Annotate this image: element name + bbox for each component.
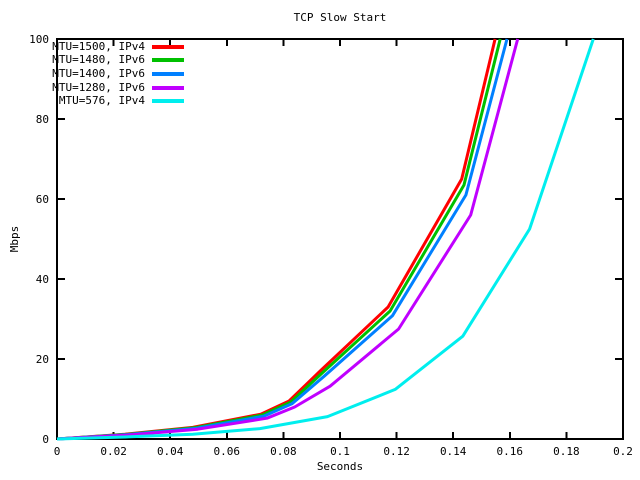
legend-swatch <box>152 44 184 49</box>
x-axis-label: Seconds <box>316 460 364 473</box>
chart-title: TCP Slow Start <box>293 11 387 24</box>
legend-swatch <box>152 85 184 90</box>
x-tick-label: 0.16 <box>497 445 524 458</box>
y-tick-label: 20 <box>36 353 49 366</box>
x-tick-label: 0.12 <box>383 445 410 458</box>
legend-label: MTU=1400, IPv6 <box>52 66 145 80</box>
legend: MTU=1500, IPv4 MTU=1480, IPv6 MTU=1400, IP… <box>50 40 184 108</box>
y-tick-label: 0 <box>42 433 49 446</box>
x-tick-label: 0.08 <box>270 445 297 458</box>
x-tick-label: 0.18 <box>553 445 580 458</box>
legend-label: MTU=1280, IPv6 <box>52 80 145 94</box>
x-tick-label: 0.04 <box>157 445 184 458</box>
legend-swatch <box>152 99 184 104</box>
legend-row: MTU=1400, IPv6 <box>50 67 184 81</box>
y-tick-label: 100 <box>29 33 49 46</box>
legend-row: MTU=1280, IPv6 <box>50 81 184 95</box>
x-tick-label: 0 <box>54 445 61 458</box>
legend-label: MTU=1480, IPv6 <box>52 53 145 67</box>
y-tick-label: 80 <box>36 113 49 126</box>
legend-row: MTU=1480, IPv6 <box>50 54 184 68</box>
x-tick-label: 0.06 <box>214 445 241 458</box>
legend-row: MTU=576, IPv4 <box>50 94 184 108</box>
plot-border <box>56 38 624 440</box>
legend-label: MTU=1500, IPv4 <box>52 39 145 53</box>
legend-swatch <box>152 71 184 76</box>
y-tick-label: 60 <box>36 193 49 206</box>
series-line-3 <box>56 38 520 441</box>
legend-swatch <box>152 58 184 63</box>
series-line-4 <box>56 38 595 441</box>
y-tick-label: 40 <box>36 273 49 286</box>
legend-row: MTU=1500, IPv4 <box>50 40 184 54</box>
x-tick-label: 0.14 <box>440 445 467 458</box>
x-tick-label: 0.2 <box>613 445 633 458</box>
legend-label: MTU=576, IPv4 <box>58 94 145 108</box>
x-tick-label: 0.02 <box>100 445 127 458</box>
x-tick-label: 0.1 <box>330 445 350 458</box>
